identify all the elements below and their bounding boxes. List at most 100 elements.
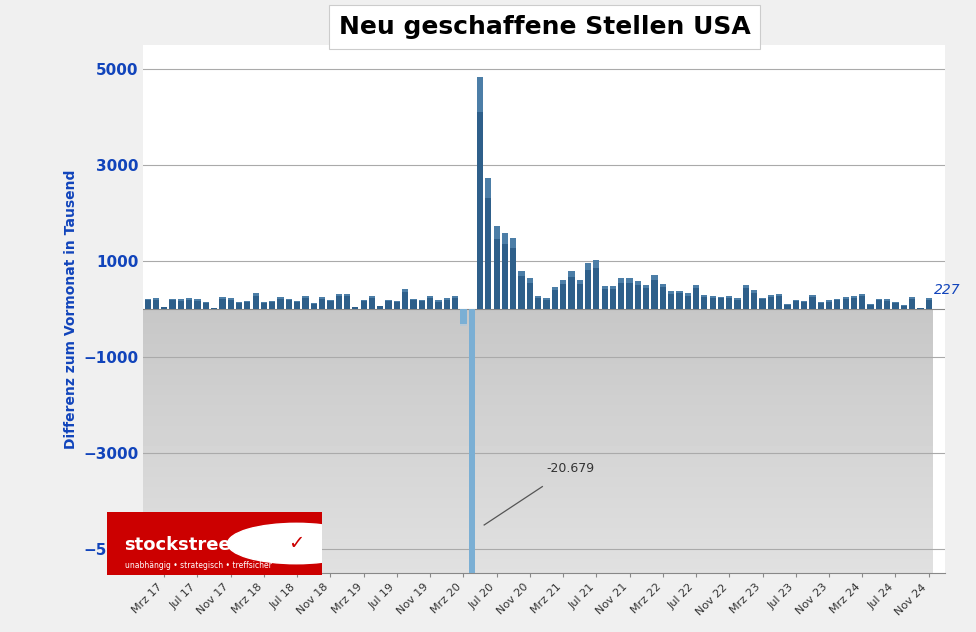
Bar <box>577 279 583 309</box>
Bar <box>793 300 799 301</box>
Bar <box>618 278 625 309</box>
Bar <box>909 297 915 309</box>
Bar <box>386 300 391 309</box>
Bar <box>793 300 799 309</box>
Bar <box>917 308 923 309</box>
Bar <box>253 293 259 296</box>
Bar <box>435 300 441 309</box>
Bar <box>194 299 201 300</box>
Bar <box>834 299 840 300</box>
Bar <box>211 308 218 309</box>
Bar <box>494 226 500 309</box>
Bar <box>427 296 433 309</box>
Bar <box>610 286 616 289</box>
Bar <box>560 279 566 309</box>
Bar <box>336 294 342 296</box>
Bar <box>627 278 632 283</box>
Text: -20.679: -20.679 <box>547 462 594 475</box>
Bar <box>294 301 301 309</box>
Bar <box>684 293 691 309</box>
Bar <box>884 299 890 301</box>
Text: unabhängig • strategisch • treffsicher: unabhängig • strategisch • treffsicher <box>125 561 271 570</box>
Bar <box>875 299 882 300</box>
Bar <box>585 263 591 309</box>
Bar <box>868 304 874 309</box>
Bar <box>186 298 192 300</box>
Bar <box>743 285 749 309</box>
Bar <box>643 285 649 309</box>
Bar <box>676 291 682 293</box>
Bar <box>244 301 251 309</box>
Bar <box>901 305 907 309</box>
Bar <box>610 286 616 309</box>
Bar <box>701 295 708 309</box>
Bar <box>826 300 833 309</box>
Bar <box>801 301 807 309</box>
Bar <box>261 301 267 309</box>
Bar <box>634 281 641 285</box>
Bar <box>468 573 474 612</box>
Bar <box>752 290 757 309</box>
Bar <box>925 298 932 300</box>
Bar <box>402 289 408 309</box>
Y-axis label: Differenz zum Vormonat in Tausend: Differenz zum Vormonat in Tausend <box>63 169 78 449</box>
Bar <box>452 296 458 298</box>
Bar <box>651 275 658 280</box>
Bar <box>485 178 492 198</box>
Bar <box>818 302 824 309</box>
Bar <box>718 296 724 298</box>
Bar <box>178 299 184 309</box>
Bar <box>668 291 674 309</box>
Bar <box>352 307 358 309</box>
Bar <box>726 296 732 309</box>
Bar <box>684 293 691 296</box>
Bar <box>327 300 334 301</box>
Bar <box>485 178 492 309</box>
Bar <box>269 301 275 309</box>
Bar <box>527 279 533 309</box>
Bar <box>785 304 791 309</box>
Bar <box>710 296 715 298</box>
Bar <box>244 301 251 302</box>
Bar <box>319 297 325 299</box>
Title: Neu geschaffene Stellen USA: Neu geschaffene Stellen USA <box>339 15 751 39</box>
Bar <box>144 299 150 309</box>
Bar <box>743 285 749 288</box>
Bar <box>144 299 150 300</box>
Bar <box>444 298 450 300</box>
Bar <box>452 296 458 309</box>
Text: stockstreet.de: stockstreet.de <box>125 536 271 554</box>
Bar <box>585 263 591 270</box>
Bar <box>618 278 625 283</box>
Bar <box>294 301 301 302</box>
Bar <box>693 285 699 309</box>
Bar <box>859 294 866 296</box>
Bar <box>468 309 474 573</box>
Text: 227: 227 <box>934 283 960 297</box>
Bar <box>253 293 259 309</box>
Bar <box>568 271 575 277</box>
Bar <box>227 298 234 309</box>
Bar <box>851 296 857 298</box>
Bar <box>768 295 774 297</box>
Bar <box>577 279 583 284</box>
Bar <box>269 301 275 302</box>
Bar <box>369 296 375 298</box>
Bar <box>377 306 384 309</box>
Bar <box>236 302 242 303</box>
Bar <box>726 296 732 298</box>
Bar <box>510 238 516 248</box>
Bar <box>286 299 292 309</box>
Bar <box>875 299 882 309</box>
Bar <box>461 309 467 324</box>
Bar <box>851 296 857 309</box>
Bar <box>718 296 724 309</box>
Bar <box>601 286 608 309</box>
Bar <box>668 291 674 294</box>
Bar <box>494 226 500 239</box>
Bar <box>925 298 932 309</box>
Bar <box>502 233 508 309</box>
Bar <box>203 301 209 309</box>
Bar <box>303 296 308 309</box>
Bar <box>344 294 350 309</box>
